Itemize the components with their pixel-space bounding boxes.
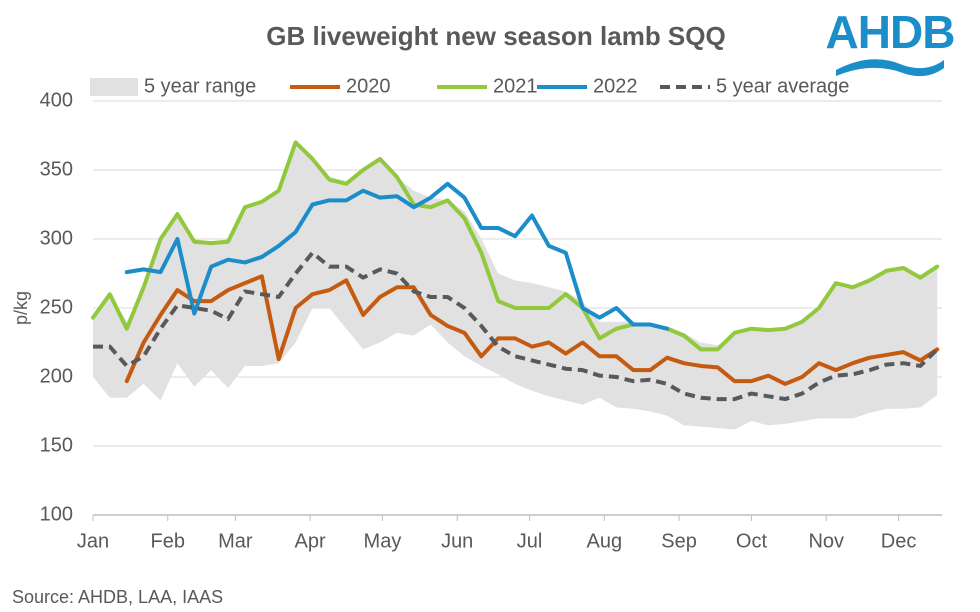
legend-label: 2022 xyxy=(593,75,638,97)
x-tick-label: Jun xyxy=(441,530,473,552)
series-line xyxy=(124,181,670,331)
y-tick-label: 250 xyxy=(40,296,73,318)
legend-label: 5 year average xyxy=(716,75,849,97)
y-axis-label: p/kg xyxy=(11,291,31,325)
x-tick-label: Oct xyxy=(736,530,768,552)
y-tick-label: 200 xyxy=(40,365,73,387)
legend-swatch xyxy=(90,78,138,96)
x-tick-label: Aug xyxy=(587,530,623,552)
x-tick-label: Apr xyxy=(295,530,326,552)
source: Source: AHDB, LAA, IAAS xyxy=(12,587,223,607)
y-tick-label: 400 xyxy=(40,89,73,111)
y-tick-label: 150 xyxy=(40,434,73,456)
x-tick-label: Nov xyxy=(808,530,844,552)
series-line xyxy=(124,274,940,386)
chart-title: GB liveweight new season lamb SQQ xyxy=(266,21,725,51)
series-line xyxy=(91,140,940,352)
x-tick-label: May xyxy=(364,530,402,552)
x-tick-label: Dec xyxy=(881,530,917,552)
x-tick-label: Feb xyxy=(151,530,185,552)
x-tick-label: Sep xyxy=(661,530,697,552)
legend-label: 5 year range xyxy=(144,75,256,97)
logo-swoosh xyxy=(836,59,944,77)
x-tick-label: Jan xyxy=(77,530,109,552)
logo: AHDB xyxy=(826,6,955,58)
legend-label: 2020 xyxy=(346,75,391,97)
y-tick-label: 300 xyxy=(40,227,73,249)
x-tick-label: Mar xyxy=(218,530,253,552)
x-tick-label: Jul xyxy=(517,530,543,552)
y-tick-label: 350 xyxy=(40,158,73,180)
legend-label: 2021 xyxy=(493,75,538,97)
y-tick-label: 100 xyxy=(40,503,73,525)
series-line xyxy=(93,250,939,402)
range-band xyxy=(93,142,938,430)
